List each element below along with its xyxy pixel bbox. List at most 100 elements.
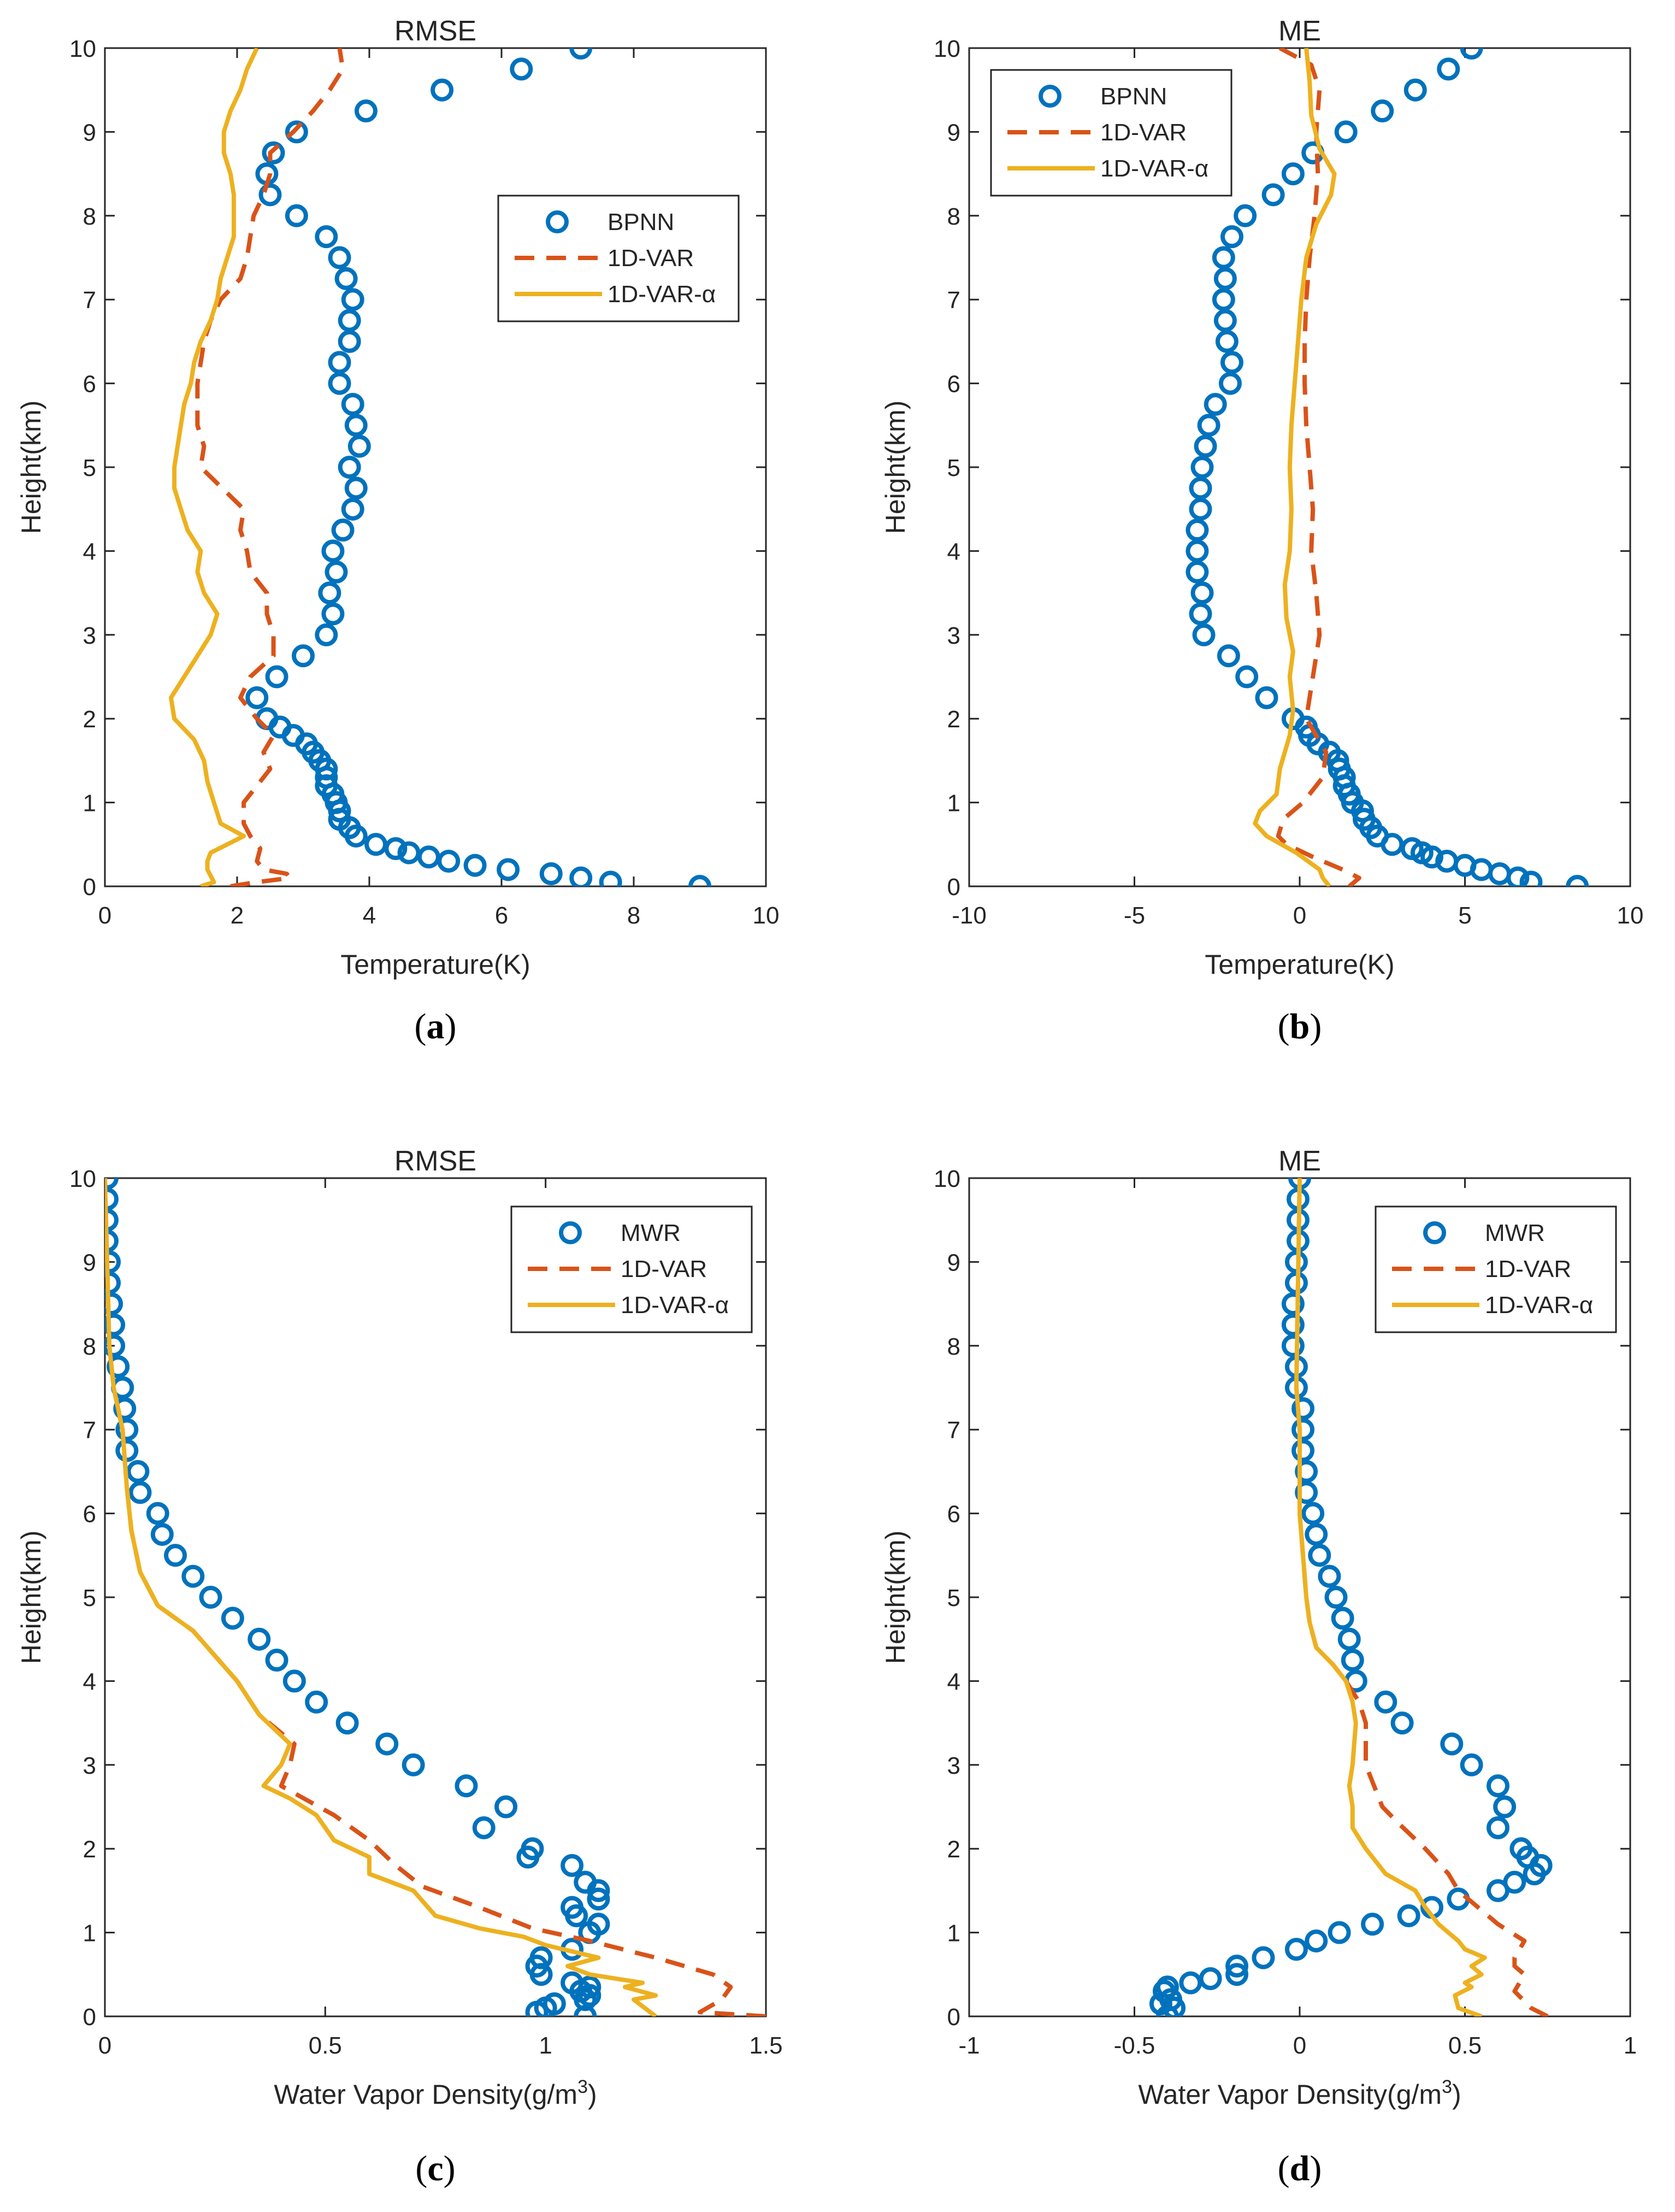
data-point-bpnn bbox=[1212, 246, 1235, 269]
chart-title: ME bbox=[1278, 1145, 1321, 1177]
data-point-bpnn bbox=[262, 141, 285, 164]
legend-label: 1D-VAR bbox=[621, 1256, 707, 1283]
panel-label: (b) bbox=[1278, 1007, 1322, 1046]
data-point-mwr bbox=[247, 1627, 271, 1651]
chart-title: RMSE bbox=[394, 1145, 476, 1177]
chart-title: ME bbox=[1278, 15, 1321, 47]
data-point-bpnn bbox=[1435, 849, 1459, 873]
legend-marker-icon bbox=[1423, 1221, 1446, 1244]
data-point-mwr bbox=[1281, 1292, 1305, 1316]
y-tick-label: 2 bbox=[947, 706, 960, 733]
data-point-bpnn bbox=[258, 183, 282, 207]
data-point-bpnn bbox=[334, 267, 358, 290]
x-tick-label: -5 bbox=[1124, 902, 1145, 929]
data-point-mwr bbox=[1301, 1502, 1325, 1525]
y-tick-label: 6 bbox=[947, 371, 960, 398]
x-axis-label: Water Vapor Density(g/m3) bbox=[1138, 2076, 1461, 2110]
legend-label: 1D-VAR-α bbox=[1485, 1292, 1593, 1319]
data-point-mwr bbox=[455, 1774, 478, 1798]
y-axis-label: Height(km) bbox=[16, 1531, 46, 1664]
data-point-bpnn bbox=[1437, 57, 1460, 81]
legend-marker-icon bbox=[559, 1221, 582, 1244]
y-tick-label: 1 bbox=[83, 1920, 96, 1947]
plot-data bbox=[1149, 1178, 1553, 2016]
data-point-bpnn bbox=[245, 686, 269, 709]
data-point-bpnn bbox=[321, 602, 345, 626]
data-point-mwr bbox=[561, 1971, 584, 1995]
y-tick-label: 8 bbox=[83, 1333, 96, 1360]
plot-data bbox=[105, 1178, 766, 2016]
legend-label: 1D-VAR-α bbox=[1100, 155, 1208, 182]
data-point-mwr bbox=[494, 1795, 518, 1819]
data-point-mwr bbox=[146, 1502, 169, 1525]
y-tick-label: 8 bbox=[947, 1333, 960, 1360]
data-point-bpnn bbox=[569, 48, 593, 60]
y-tick-label: 0 bbox=[947, 874, 960, 901]
y-tick-label: 3 bbox=[947, 1752, 960, 1779]
data-point-mwr bbox=[1295, 1481, 1318, 1504]
x-tick-label: 0 bbox=[1293, 902, 1306, 929]
y-axis-label: Height(km) bbox=[880, 1531, 911, 1664]
data-point-mwr bbox=[1503, 1870, 1526, 1894]
data-point-bpnn bbox=[463, 854, 487, 877]
data-point-bpnn bbox=[1460, 48, 1483, 60]
plot-data bbox=[1186, 48, 1589, 886]
x-tick-label: -0.5 bbox=[1114, 2032, 1155, 2059]
data-point-bpnn bbox=[344, 414, 368, 437]
data-point-bpnn bbox=[292, 644, 315, 668]
data-point-mwr bbox=[1281, 1334, 1305, 1357]
data-point-bpnn bbox=[1190, 581, 1214, 605]
data-point-bpnn bbox=[1255, 686, 1278, 709]
data-point-mwr bbox=[1225, 1963, 1249, 1986]
data-point-mwr bbox=[1156, 1975, 1179, 1999]
x-tick-label: 10 bbox=[1617, 902, 1644, 929]
y-tick-label: 6 bbox=[947, 1501, 960, 1528]
data-point-mwr bbox=[107, 1355, 130, 1379]
y-tick-label: 7 bbox=[947, 287, 960, 314]
chart-title: RMSE bbox=[394, 15, 476, 47]
legend-label: BPNN bbox=[1100, 83, 1167, 110]
data-point-bpnn bbox=[338, 309, 361, 332]
y-tick-label: 7 bbox=[947, 1417, 960, 1444]
data-point-bpnn bbox=[1186, 539, 1209, 563]
data-point-bpnn bbox=[397, 841, 421, 864]
y-tick-label: 7 bbox=[83, 1417, 96, 1444]
data-point-mwr bbox=[561, 1896, 584, 1919]
panel-label: (d) bbox=[1278, 2149, 1322, 2189]
data-point-bpnn bbox=[328, 372, 351, 395]
data-point-mwr bbox=[561, 1854, 584, 1877]
data-point-bpnn bbox=[364, 833, 388, 856]
data-point-mwr bbox=[105, 1292, 123, 1316]
legend-label: MWR bbox=[621, 1220, 681, 1246]
data-point-mwr bbox=[305, 1690, 328, 1714]
x-axis-label: Water Vapor Density(g/m3) bbox=[274, 2076, 597, 2110]
y-tick-label: 9 bbox=[83, 119, 96, 146]
panel-label: (c) bbox=[415, 2149, 455, 2189]
y-tick-label: 5 bbox=[947, 455, 960, 481]
data-point-mwr bbox=[1493, 1795, 1517, 1819]
data-point-bpnn bbox=[318, 581, 341, 605]
data-point-mwr bbox=[1281, 1313, 1305, 1337]
data-point-mwr bbox=[1331, 1607, 1354, 1630]
data-point-mwr bbox=[150, 1522, 174, 1546]
data-point-bpnn bbox=[1403, 78, 1427, 102]
series-line-1d-var-alpha bbox=[1294, 1178, 1487, 2016]
data-point-bpnn bbox=[1213, 309, 1237, 332]
chart-panel-d: -1 -0.5 0 0.5 1012345678910MEHeight(km)Water… bbox=[880, 1145, 1637, 2189]
data-point-bpnn bbox=[1218, 372, 1242, 395]
data-point-bpnn bbox=[1334, 120, 1358, 144]
data-point-mwr bbox=[1337, 1627, 1361, 1651]
y-tick-label: 5 bbox=[947, 1585, 960, 1611]
data-point-mwr bbox=[199, 1586, 222, 1609]
data-point-mwr bbox=[1291, 1439, 1315, 1462]
data-point-bpnn bbox=[1212, 288, 1235, 311]
data-point-bpnn bbox=[331, 519, 355, 542]
data-point-mwr bbox=[402, 1753, 425, 1776]
data-point-mwr bbox=[587, 1887, 610, 1911]
data-point-bpnn bbox=[338, 330, 361, 353]
data-point-mwr bbox=[1440, 1732, 1464, 1756]
plot-frame bbox=[104, 47, 767, 887]
x-tick-label: 5 bbox=[1458, 902, 1471, 929]
data-point-mwr bbox=[1199, 1967, 1222, 1990]
data-point-mwr bbox=[1291, 1418, 1315, 1442]
